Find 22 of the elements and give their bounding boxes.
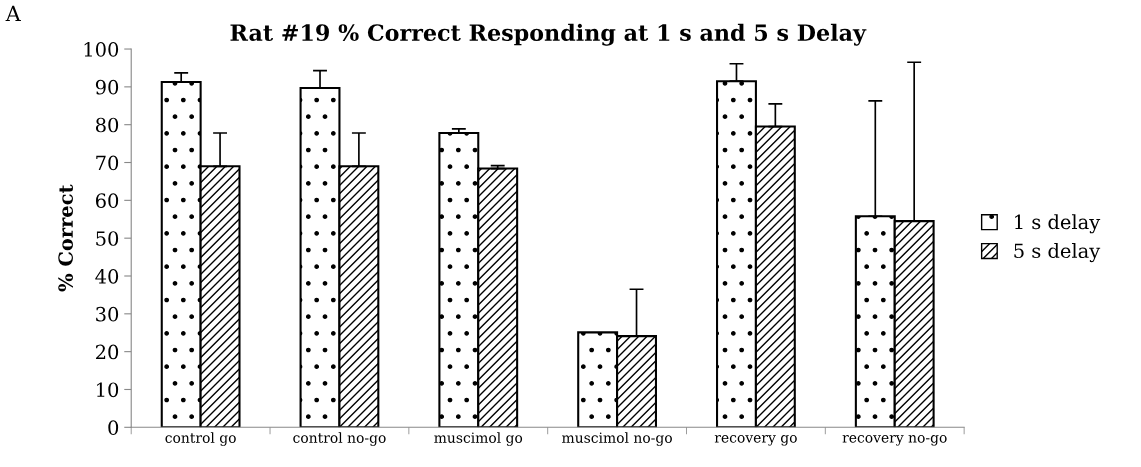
chart-title: Rat #19 % Correct Responding at 1 s and 5 s Delay <box>230 23 867 46</box>
y-tick-label: 80 <box>95 117 119 133</box>
x-tick-label: muscimol no-go <box>562 432 672 446</box>
y-tick-label: 50 <box>96 231 119 246</box>
y-tick-label: 40 <box>95 268 119 284</box>
x-tick-label: control no-go <box>293 432 386 446</box>
x-tick-label: recovery go <box>714 435 797 446</box>
legend-label: 1 s delay <box>1015 214 1101 234</box>
text: A <box>5 5 21 22</box>
y-tick-label: 70 <box>96 155 119 171</box>
y-tick-label: 90 <box>95 79 119 95</box>
x-tick-label: muscimol go <box>434 432 523 446</box>
x-tick-label: control go <box>165 432 236 446</box>
y-tick-label: 0 <box>108 420 119 435</box>
y-axis-title: % Correct <box>58 184 73 292</box>
y-tick-label: 20 <box>95 344 119 360</box>
x-tick-label: recovery no-go <box>842 435 947 446</box>
y-tick-label: 10 <box>97 382 119 398</box>
legend-label: 5 s delay <box>1014 243 1101 263</box>
y-tick-label: 60 <box>95 193 119 209</box>
y-tick-label: 100 <box>84 41 119 57</box>
y-tick-label: 30 <box>96 306 119 322</box>
